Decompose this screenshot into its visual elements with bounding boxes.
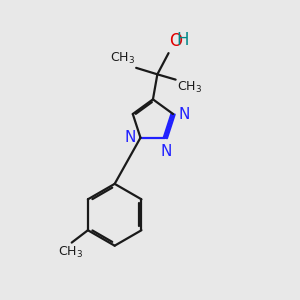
Text: N: N bbox=[124, 130, 136, 145]
Text: N: N bbox=[178, 106, 190, 122]
Text: N: N bbox=[160, 144, 172, 159]
Text: O: O bbox=[169, 32, 182, 50]
Text: H: H bbox=[177, 31, 189, 49]
Text: CH$_3$: CH$_3$ bbox=[177, 80, 202, 95]
Text: CH$_3$: CH$_3$ bbox=[110, 51, 135, 66]
Text: CH$_3$: CH$_3$ bbox=[58, 245, 83, 260]
